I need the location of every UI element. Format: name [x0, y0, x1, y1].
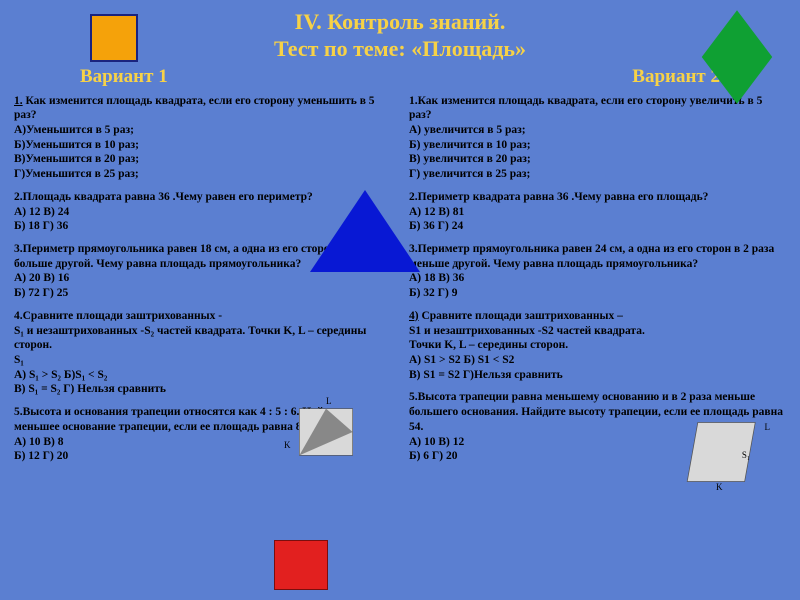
- v2-q4-text: Сравните площади заштрихованных –: [421, 310, 622, 322]
- v1-q4: 4.Сравните площади заштрихованных - S₁ и…: [14, 309, 391, 397]
- v2-q3: 3.Периметр прямоугольника равен 24 см, а…: [409, 242, 786, 301]
- v1-q1-b: Б)Уменьшится в 10 раз;: [14, 139, 139, 151]
- v2-q1-text: 1.Как изменится площадь квадрата, если е…: [409, 95, 762, 122]
- v1-q4-text-a: 4.Сравните площади заштрихованных -: [14, 310, 222, 322]
- variant-row: Вариант 1 Вариант 2: [0, 62, 800, 88]
- q4-figure-v1: K L: [290, 402, 362, 462]
- variant-1-label: Вариант 1: [80, 66, 168, 88]
- v2-q4-number: 4): [409, 310, 419, 322]
- v1-q2-text: 2.Площадь квадрата равна 36 .Чему равен …: [14, 191, 313, 203]
- red-square-icon: [274, 540, 328, 590]
- v1-q4-row1: А) S₁ > S₂ Б)S₁ < S₂: [14, 369, 107, 381]
- v1-q3-row2: Б) 72 Г) 25: [14, 287, 68, 299]
- v2-q3-row1: А) 18 В) 36: [409, 272, 464, 284]
- v2-q3-row2: Б) 32 Г) 9: [409, 287, 457, 299]
- v2-q4-row1: А) S1 > S2 Б) S1 < S2: [409, 354, 514, 366]
- label-l-r: L: [765, 422, 771, 432]
- v2-q4-row2: В) S1 = S2 Г)Нельзя сравнить: [409, 369, 563, 381]
- label-l: L: [326, 396, 332, 406]
- v1-q1-c: В)Уменьшится в 20 раз;: [14, 153, 139, 165]
- v1-q2-row1: А) 12 В) 24: [14, 206, 69, 218]
- v2-q1-d: Г) увеличится в 25 раз;: [409, 168, 530, 180]
- v1-q4-row2: В) S₁ = S₂ Г) Нельзя сравнить: [14, 383, 166, 395]
- v2-q2-text: 2.Периметр квадрата равна 36 .Чему равна…: [409, 191, 708, 203]
- v1-q4-s1: S₁: [14, 354, 24, 366]
- v2-q2: 2.Периметр квадрата равна 36 .Чему равна…: [409, 190, 786, 234]
- v1-q3-row1: А) 20 В) 16: [14, 272, 69, 284]
- v2-q1-c: В) увеличится в 20 раз;: [409, 153, 531, 165]
- orange-square-icon: [90, 14, 138, 62]
- v2-q4: 4) Сравните площади заштрихованных – S1 …: [409, 309, 786, 383]
- v2-q1: 1.Как изменится площадь квадрата, если е…: [409, 94, 786, 182]
- column-variant-2: 1.Как изменится площадь квадрата, если е…: [409, 94, 786, 473]
- v1-q1-number: 1.: [14, 95, 23, 107]
- q4-figure-v2: L K S₁: [686, 418, 764, 486]
- v2-q3-text: 3.Периметр прямоугольника равен 24 см, а…: [409, 243, 774, 270]
- v2-q4-text-b2: Точки K, L – середины сторон.: [409, 339, 568, 351]
- v2-q5-row1: А) 10 В) 12: [409, 436, 464, 448]
- v1-q1-a: А)Уменьшится в 5 раз;: [14, 124, 134, 136]
- v1-q2-row2: Б) 18 Г) 36: [14, 220, 68, 232]
- v1-q4-text-b: S₁ и незаштрихованных -S₂ частей квадрат…: [14, 325, 366, 352]
- v1-q1-text: Как изменится площадь квадрата, если его…: [14, 95, 375, 122]
- v2-q5-row2: Б) 6 Г) 20: [409, 450, 457, 462]
- content-columns: 1. Как изменится площадь квадрата, если …: [0, 88, 800, 473]
- v1-q1: 1. Как изменится площадь квадрата, если …: [14, 94, 391, 182]
- label-s1-r: S₁: [742, 450, 750, 460]
- variant-2-label: Вариант 2: [632, 66, 720, 88]
- v1-q1-d: Г)Уменьшится в 25 раз;: [14, 168, 139, 180]
- blue-triangle-icon: [310, 190, 420, 272]
- v2-q4-text-b1: S1 и незаштрихованных -S2 частей квадрат…: [409, 325, 645, 337]
- label-k-r: K: [716, 482, 723, 492]
- v2-q1-a: А) увеличится в 5 раз;: [409, 124, 526, 136]
- v2-q1-b: Б) увеличится в 10 раз;: [409, 139, 531, 151]
- v1-q5-row2: Б) 12 Г) 20: [14, 450, 68, 462]
- label-k: K: [284, 440, 291, 450]
- v1-q5-row1: А) 10 В) 8: [14, 436, 64, 448]
